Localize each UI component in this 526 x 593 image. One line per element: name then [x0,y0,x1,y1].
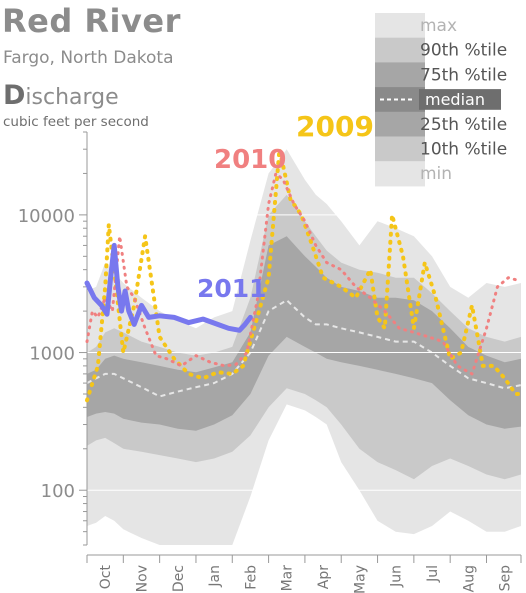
legend-label-min: min [420,164,452,184]
legend-swatch-25th-tile [375,111,425,137]
series-2011 [84,242,253,333]
x-tick-label-jan: Jan [207,565,223,588]
legend-swatch-10th-tile [375,136,425,162]
x-tick-label-feb: Feb [243,565,259,590]
legend-swatch-min [375,161,425,187]
legend-swatch-90th-tile [375,37,425,63]
band-25-75 [87,236,521,431]
x-tick-label-may: May [352,565,368,593]
legend-swatch-max [375,13,425,39]
y-tick-label-1000: 1000 [29,344,75,365]
x-tick-label-jul: Jul [425,565,441,583]
x-tick-label-aug: Aug [461,565,477,592]
series-label-2011: 2011 [197,274,267,303]
x-tick-label-nov: Nov [134,565,150,592]
median-line [86,298,522,398]
series-2010 [85,171,523,376]
y-tick-label-10000: 10000 [18,206,75,227]
metric-rest: ischarge [25,85,119,110]
legend-label-max: max [420,16,457,36]
x-tick-label-oct: Oct [98,565,114,590]
metric-label: Discharge [3,80,119,111]
legend-label-10th-tile: 10th %tile [420,140,507,160]
x-tick-label-jun: Jun [389,565,405,588]
legend-swatch-75th-tile [375,62,425,88]
legend-label-90th-tile: 90th %tile [420,41,507,61]
legend-label-25th-tile: 25th %tile [420,115,507,135]
legend-label-75th-tile: 75th %tile [420,65,507,85]
series-label-2010: 2010 [214,145,286,175]
x-tick-label-apr: Apr [316,565,332,589]
series-label-2009: 2009 [296,110,374,143]
chart-subtitle: Fargo, North Dakota [3,48,174,68]
metric-initial: D [3,80,26,111]
units-label: cubic feet per second [3,114,149,130]
legend-label-median: median [425,90,485,109]
x-tick-label-mar: Mar [280,565,296,592]
x-tick-label-dec: Dec [171,565,187,592]
series-2009 [85,147,523,403]
legend-median-box [419,89,501,110]
y-tick-label-100: 100 [41,481,75,502]
chart-title: Red River [2,2,181,40]
x-tick-label-sep: Sep [498,565,514,592]
